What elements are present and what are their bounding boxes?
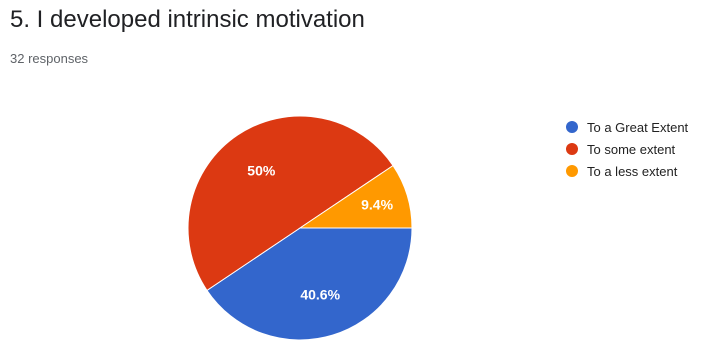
legend-item[interactable]: To a Great Extent (566, 116, 688, 138)
pie-slice-to-a-less-extent[interactable] (298, 164, 413, 229)
pie-slice-label: 9.4% (361, 197, 393, 213)
legend-label: To some extent (587, 141, 676, 157)
chart-title: 5. I developed intrinsic motivation (10, 6, 365, 33)
chart-legend: To a Great Extent To some extent To a less… (566, 116, 688, 182)
pie-slice-to-some-extent[interactable] (187, 115, 394, 292)
legend-item[interactable]: To a less extent (566, 160, 688, 182)
legend-swatch (566, 165, 578, 177)
response-count: 32 responses (10, 51, 89, 66)
pie-slice-label: 40.6% (300, 286, 340, 302)
legend-swatch (566, 121, 578, 133)
pie-slice-to-a-great-extent[interactable] (206, 227, 413, 340)
legend-item[interactable]: To some extent (566, 138, 688, 160)
pie-slice-label: 50% (247, 162, 276, 178)
legend-label: To a Great Extent (587, 119, 689, 135)
legend-label: To a less extent (587, 163, 678, 179)
legend-swatch (566, 143, 578, 155)
